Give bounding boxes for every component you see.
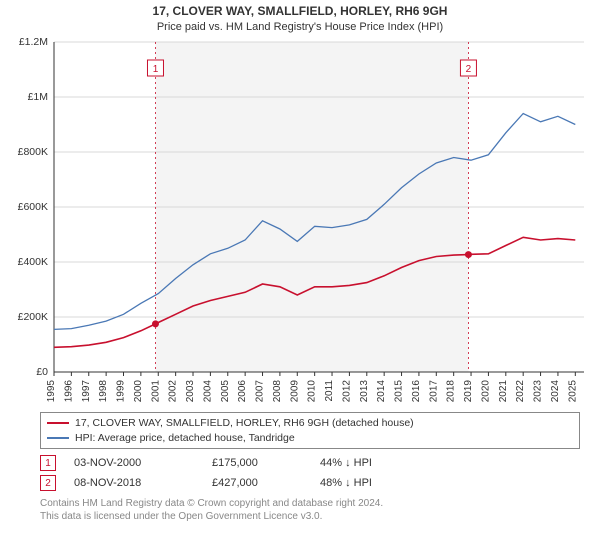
- svg-text:2012: 2012: [341, 379, 352, 402]
- chart-title: 17, CLOVER WAY, SMALLFIELD, HORLEY, RH6 …: [10, 4, 590, 20]
- svg-text:£1.2M: £1.2M: [19, 36, 48, 48]
- svg-text:2024: 2024: [550, 379, 561, 402]
- footer-line-1: Contains HM Land Registry data © Crown c…: [40, 497, 590, 510]
- chart: £0 £200K £400K £600K £800K £1M £1.2M 1995 1996 19…: [10, 36, 590, 406]
- legend: 17, CLOVER WAY, SMALLFIELD, HORLEY, RH6 …: [40, 412, 580, 449]
- sale-row-1: 1 03-NOV-2000 £175,000 44% ↓ HPI: [40, 453, 580, 473]
- svg-text:2009: 2009: [289, 379, 300, 402]
- legend-swatch-property: [47, 422, 69, 424]
- svg-text:2015: 2015: [394, 379, 405, 402]
- svg-text:2016: 2016: [411, 379, 422, 402]
- svg-text:2018: 2018: [446, 379, 457, 402]
- legend-label-property: 17, CLOVER WAY, SMALLFIELD, HORLEY, RH6 …: [75, 416, 414, 431]
- svg-text:2008: 2008: [272, 379, 283, 402]
- svg-text:1997: 1997: [81, 379, 92, 402]
- chart-subtitle: Price paid vs. HM Land Registry's House …: [10, 20, 590, 34]
- svg-text:2010: 2010: [307, 379, 318, 402]
- legend-label-hpi: HPI: Average price, detached house, Tand…: [75, 431, 295, 446]
- legend-swatch-hpi: [47, 437, 69, 439]
- title-block: 17, CLOVER WAY, SMALLFIELD, HORLEY, RH6 …: [10, 4, 590, 34]
- svg-text:£1M: £1M: [28, 91, 48, 103]
- svg-text:£400K: £400K: [18, 256, 48, 268]
- svg-text:2022: 2022: [515, 379, 526, 402]
- sale-date-1: 03-NOV-2000: [74, 457, 194, 469]
- legend-item-property: 17, CLOVER WAY, SMALLFIELD, HORLEY, RH6 …: [47, 416, 573, 431]
- svg-text:2002: 2002: [168, 379, 179, 402]
- svg-text:2023: 2023: [533, 379, 544, 402]
- svg-text:1995: 1995: [46, 379, 57, 402]
- sale-pct-1: 44% ↓ HPI: [320, 457, 420, 469]
- svg-text:1998: 1998: [98, 379, 109, 402]
- svg-text:2021: 2021: [498, 379, 509, 402]
- svg-text:2005: 2005: [220, 379, 231, 402]
- sale-marker-2: 2: [40, 475, 56, 491]
- sale-pct-2: 48% ↓ HPI: [320, 477, 420, 489]
- legend-item-hpi: HPI: Average price, detached house, Tand…: [47, 431, 573, 446]
- svg-text:2: 2: [466, 64, 472, 75]
- svg-text:1: 1: [153, 64, 159, 75]
- svg-text:2004: 2004: [202, 379, 213, 402]
- svg-text:2007: 2007: [255, 379, 266, 402]
- sale-row-2: 2 08-NOV-2018 £427,000 48% ↓ HPI: [40, 473, 580, 493]
- svg-text:£600K: £600K: [18, 201, 48, 213]
- svg-text:2019: 2019: [463, 379, 474, 402]
- sales-table: 1 03-NOV-2000 £175,000 44% ↓ HPI 2 08-NO…: [40, 453, 580, 493]
- svg-text:2020: 2020: [480, 379, 491, 402]
- sale-date-2: 08-NOV-2018: [74, 477, 194, 489]
- svg-text:2011: 2011: [324, 379, 335, 401]
- svg-text:2003: 2003: [185, 379, 196, 402]
- svg-text:2006: 2006: [237, 379, 248, 402]
- svg-text:2000: 2000: [133, 379, 144, 402]
- footer-line-2: This data is licensed under the Open Gov…: [40, 510, 590, 523]
- svg-text:£0: £0: [36, 366, 48, 378]
- svg-text:2014: 2014: [376, 379, 387, 402]
- sale-price-1: £175,000: [212, 457, 302, 469]
- svg-text:2001: 2001: [150, 379, 161, 402]
- svg-text:2025: 2025: [567, 379, 578, 402]
- svg-text:1996: 1996: [63, 379, 74, 402]
- svg-text:1999: 1999: [116, 379, 127, 402]
- svg-text:2017: 2017: [428, 379, 439, 402]
- sale-price-2: £427,000: [212, 477, 302, 489]
- sale-marker-1: 1: [40, 455, 56, 471]
- footer: Contains HM Land Registry data © Crown c…: [40, 497, 590, 523]
- svg-text:2013: 2013: [359, 379, 370, 402]
- svg-text:£200K: £200K: [18, 311, 48, 323]
- svg-text:£800K: £800K: [18, 146, 48, 158]
